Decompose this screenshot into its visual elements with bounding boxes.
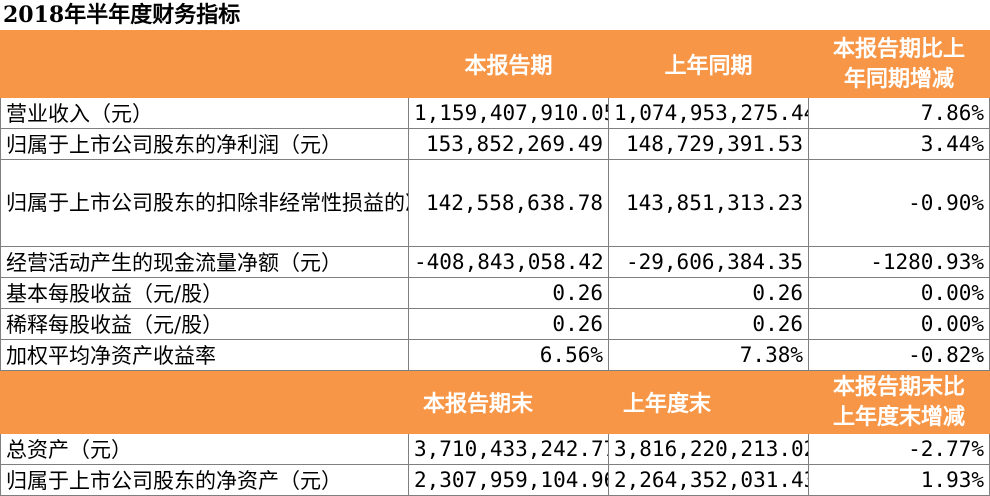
- current-value: 2,307,959,104.96: [408, 464, 609, 496]
- header-current-period-end: 本报告期末: [408, 370, 609, 434]
- row-label: 归属于上市公司股东的净利润（元）: [0, 128, 409, 160]
- current-value: 3,710,433,242.77: [408, 433, 609, 465]
- current-value: 1,159,407,910.05: [408, 97, 609, 129]
- row-label: 经营活动产生的现金流量净额（元）: [0, 246, 409, 278]
- table-row: 总资产（元） 3,710,433,242.77 3,816,220,213.02…: [0, 433, 990, 465]
- financial-indicators-table: 本报告期 上年同期 本报告期比上 年同期增减 营业收入（元） 1,159,407…: [0, 30, 990, 496]
- prior-value: 3,816,220,213.02: [608, 433, 809, 465]
- current-value: 6.56%: [408, 339, 609, 371]
- prior-value: 2,264,352,031.43: [608, 464, 809, 496]
- table-row: 稀释每股收益（元/股） 0.26 0.26 0.00%: [0, 308, 990, 340]
- prior-value: 7.38%: [608, 339, 809, 371]
- table-row: 归属于上市公司股东的净利润（元） 153,852,269.49 148,729,…: [0, 128, 990, 160]
- header-blank-cell: [0, 370, 409, 434]
- header-change-line2: 年同期增减: [843, 66, 954, 92]
- table-row: 基本每股收益（元/股） 0.26 0.26 0.00%: [0, 277, 990, 309]
- row-label: 加权平均净资产收益率: [0, 339, 409, 371]
- change-value: 0.00%: [808, 308, 990, 340]
- page-title: 2018年半年度财务指标: [3, 2, 241, 28]
- row-label: 稀释每股收益（元/股）: [0, 308, 409, 340]
- current-value: 142,558,638.78: [408, 159, 609, 247]
- row-label: 营业收入（元）: [0, 97, 409, 129]
- header-change-line1: 本报告期末比: [832, 374, 965, 400]
- table-row: 营业收入（元） 1,159,407,910.05 1,074,953,275.4…: [0, 97, 990, 129]
- current-value: 0.26: [408, 308, 609, 340]
- current-value: 0.26: [408, 277, 609, 309]
- change-value: -0.90%: [808, 159, 990, 247]
- table-row: 归属于上市公司股东的净资产（元） 2,307,959,104.96 2,264,…: [0, 464, 990, 496]
- prior-value: 148,729,391.53: [608, 128, 809, 160]
- prior-value: 0.26: [608, 308, 809, 340]
- row-label: 归属于上市公司股东的净资产（元）: [0, 464, 409, 496]
- change-value: 7.86%: [808, 97, 990, 129]
- table-row: 加权平均净资产收益率 6.56% 7.38% -0.82%: [0, 339, 990, 371]
- prior-value: 1,074,953,275.44: [608, 97, 809, 129]
- header-prior-year-end: 上年度末: [608, 370, 809, 434]
- header-change-period: 本报告期比上 年同期增减: [808, 30, 990, 98]
- current-value: -408,843,058.42: [408, 246, 609, 278]
- current-value: 153,852,269.49: [408, 128, 609, 160]
- header-blank-cell: [0, 30, 409, 98]
- header-current-period: 本报告期: [408, 30, 609, 98]
- prior-value: -29,606,384.35: [608, 246, 809, 278]
- change-value: 3.44%: [808, 128, 990, 160]
- table-row: 归属于上市公司股东的扣除非经常性损益的净利润（元） 142,558,638.78…: [0, 159, 990, 247]
- header-row-period: 本报告期 上年同期 本报告期比上 年同期增减: [0, 30, 990, 98]
- change-value: -2.77%: [808, 433, 990, 465]
- change-value: 1.93%: [808, 464, 990, 496]
- prior-value: 143,851,313.23: [608, 159, 809, 247]
- header-change-line2: 上年度末增减: [832, 404, 965, 430]
- row-label: 总资产（元）: [0, 433, 409, 465]
- change-value: -0.82%: [808, 339, 990, 371]
- change-value: -1280.93%: [808, 246, 990, 278]
- change-value: 0.00%: [808, 277, 990, 309]
- header-prior-period: 上年同期: [608, 30, 809, 98]
- header-change-period-end: 本报告期末比 上年度末增减: [808, 370, 990, 434]
- header-change-line1: 本报告期比上: [832, 36, 965, 62]
- row-label: 基本每股收益（元/股）: [0, 277, 409, 309]
- row-label: 归属于上市公司股东的扣除非经常性损益的净利润（元）: [0, 159, 409, 247]
- table-row: 经营活动产生的现金流量净额（元） -408,843,058.42 -29,606…: [0, 246, 990, 278]
- header-row-period-end: 本报告期末 上年度末 本报告期末比 上年度末增减: [0, 370, 990, 434]
- prior-value: 0.26: [608, 277, 809, 309]
